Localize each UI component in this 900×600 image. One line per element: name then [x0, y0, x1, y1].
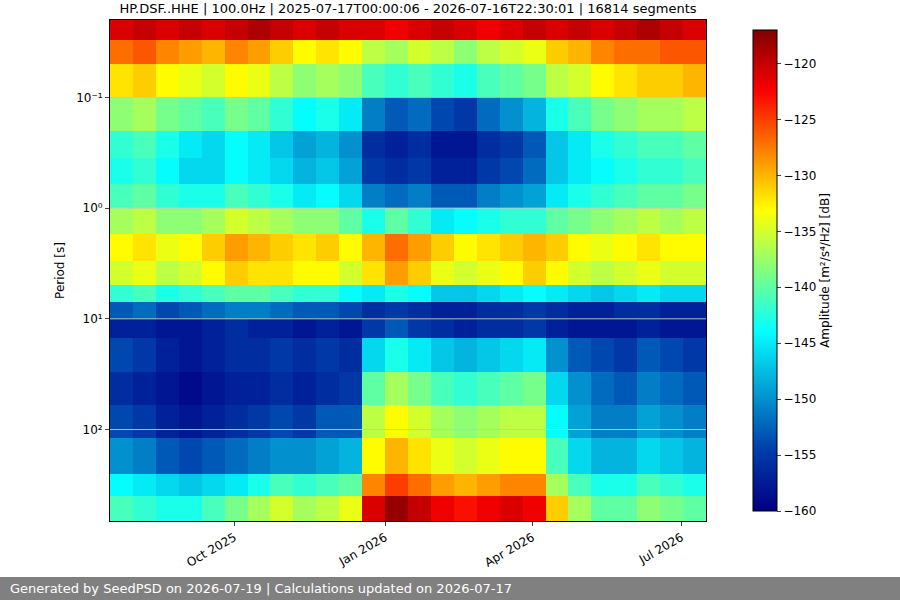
- svg-text:−145: −145: [783, 336, 816, 350]
- svg-text:−120: −120: [783, 57, 816, 71]
- svg-text:−135: −135: [783, 225, 816, 239]
- svg-text:−150: −150: [783, 392, 816, 406]
- svg-text:Generated by SeedPSD on 2026-0: Generated by SeedPSD on 2026-07-19 | Cal…: [10, 581, 512, 596]
- svg-text:10¹: 10¹: [83, 312, 103, 326]
- svg-text:−140: −140: [783, 280, 816, 294]
- svg-text:−125: −125: [783, 113, 816, 127]
- svg-text:10⁰: 10⁰: [83, 201, 103, 215]
- svg-text:Jul 2026: Jul 2026: [636, 530, 686, 567]
- svg-text:−155: −155: [783, 448, 816, 462]
- svg-text:10²: 10²: [83, 423, 103, 437]
- svg-text:Apr 2026: Apr 2026: [482, 530, 537, 570]
- svg-text:Oct 2025: Oct 2025: [184, 530, 239, 570]
- svg-text:−160: −160: [783, 504, 816, 518]
- svg-text:Jan 2026: Jan 2026: [336, 530, 390, 569]
- svg-text:HP.DSF..HHE | 100.0Hz | 2025-0: HP.DSF..HHE | 100.0Hz | 2025-07-17T00:00…: [119, 1, 696, 16]
- svg-text:−130: −130: [783, 169, 816, 183]
- svg-text:Period [s]: Period [s]: [53, 242, 67, 299]
- svg-text:10⁻¹: 10⁻¹: [76, 91, 103, 105]
- svg-text:Amplitude [m²/s⁴/Hz] [dB]: Amplitude [m²/s⁴/Hz] [dB]: [818, 193, 832, 348]
